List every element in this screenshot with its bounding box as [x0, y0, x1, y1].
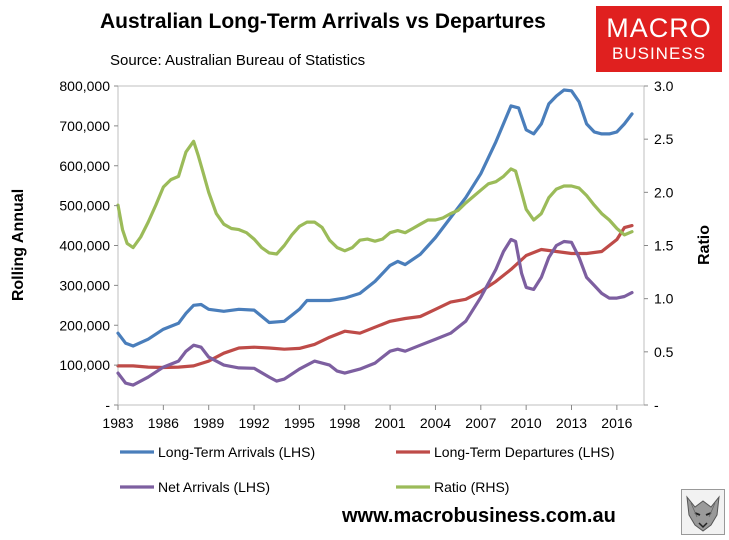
x-tick-label: 1989	[193, 415, 224, 431]
legend-label: Net Arrivals (LHS)	[158, 479, 270, 495]
y2-tick-label: 1.0	[654, 291, 674, 307]
series-line-1	[116, 88, 634, 348]
y-tick-label: -	[105, 397, 110, 413]
legend-item-4: Ratio (RHS)	[396, 479, 509, 495]
x-tick-label: 1995	[284, 415, 315, 431]
x-tick-label: 1998	[329, 415, 360, 431]
legend-item-2: Long-Term Departures (LHS)	[396, 444, 615, 460]
y2-tick-label: 3.0	[654, 78, 674, 94]
x-tick-label: 2007	[465, 415, 496, 431]
macrobusiness-logo: MACRO BUSINESS	[596, 6, 722, 72]
x-tick-label: 2004	[420, 415, 451, 431]
logo-line-2: BUSINESS	[612, 44, 706, 63]
y2-tick-label: 0.5	[654, 344, 674, 360]
series-line-2	[116, 224, 634, 370]
legend-label: Long-Term Departures (LHS)	[434, 444, 615, 460]
y2-tick-label: 2.0	[654, 184, 674, 200]
y-tick-label: 300,000	[59, 277, 110, 293]
chart-subtitle: Source: Australian Bureau of Statistics	[110, 52, 366, 69]
legend-label: Long-Term Arrivals (LHS)	[158, 444, 315, 460]
legend-item-1: Long-Term Arrivals (LHS)	[120, 444, 315, 460]
series-line-4	[116, 139, 634, 256]
y-tick-label: 100,000	[59, 357, 110, 373]
y2-tick-label: 2.5	[654, 131, 674, 147]
y-tick-label: 500,000	[59, 198, 110, 214]
chart-title: Australian Long-Term Arrivals vs Departu…	[100, 10, 546, 33]
y-tick-label: 600,000	[59, 158, 110, 174]
x-tick-label: 2016	[601, 415, 632, 431]
legend-label: Ratio (RHS)	[434, 479, 509, 495]
x-tick-label: 1992	[238, 415, 269, 431]
x-tick-label: 1986	[148, 415, 179, 431]
y2-axis-label: Ratio	[696, 225, 713, 265]
x-tick-label: 2013	[556, 415, 587, 431]
y-tick-label: 200,000	[59, 317, 110, 333]
legend-item-3: Net Arrivals (LHS)	[120, 479, 270, 495]
y2-tick-label: -	[654, 397, 659, 413]
y-axis-label: Rolling Annual	[10, 189, 27, 301]
x-tick-label: 2010	[511, 415, 542, 431]
y-tick-label: 400,000	[59, 238, 110, 254]
x-tick-label: 1983	[102, 415, 133, 431]
series-line-3	[116, 237, 634, 387]
wolf-logo-icon	[681, 489, 725, 535]
x-tick-label: 2001	[375, 415, 406, 431]
y-tick-label: 800,000	[59, 78, 110, 94]
website-url: www.macrobusiness.com.au	[342, 505, 616, 527]
y2-tick-label: 1.5	[654, 238, 674, 254]
y-tick-label: 700,000	[59, 118, 110, 134]
logo-line-1: MACRO	[606, 13, 712, 43]
